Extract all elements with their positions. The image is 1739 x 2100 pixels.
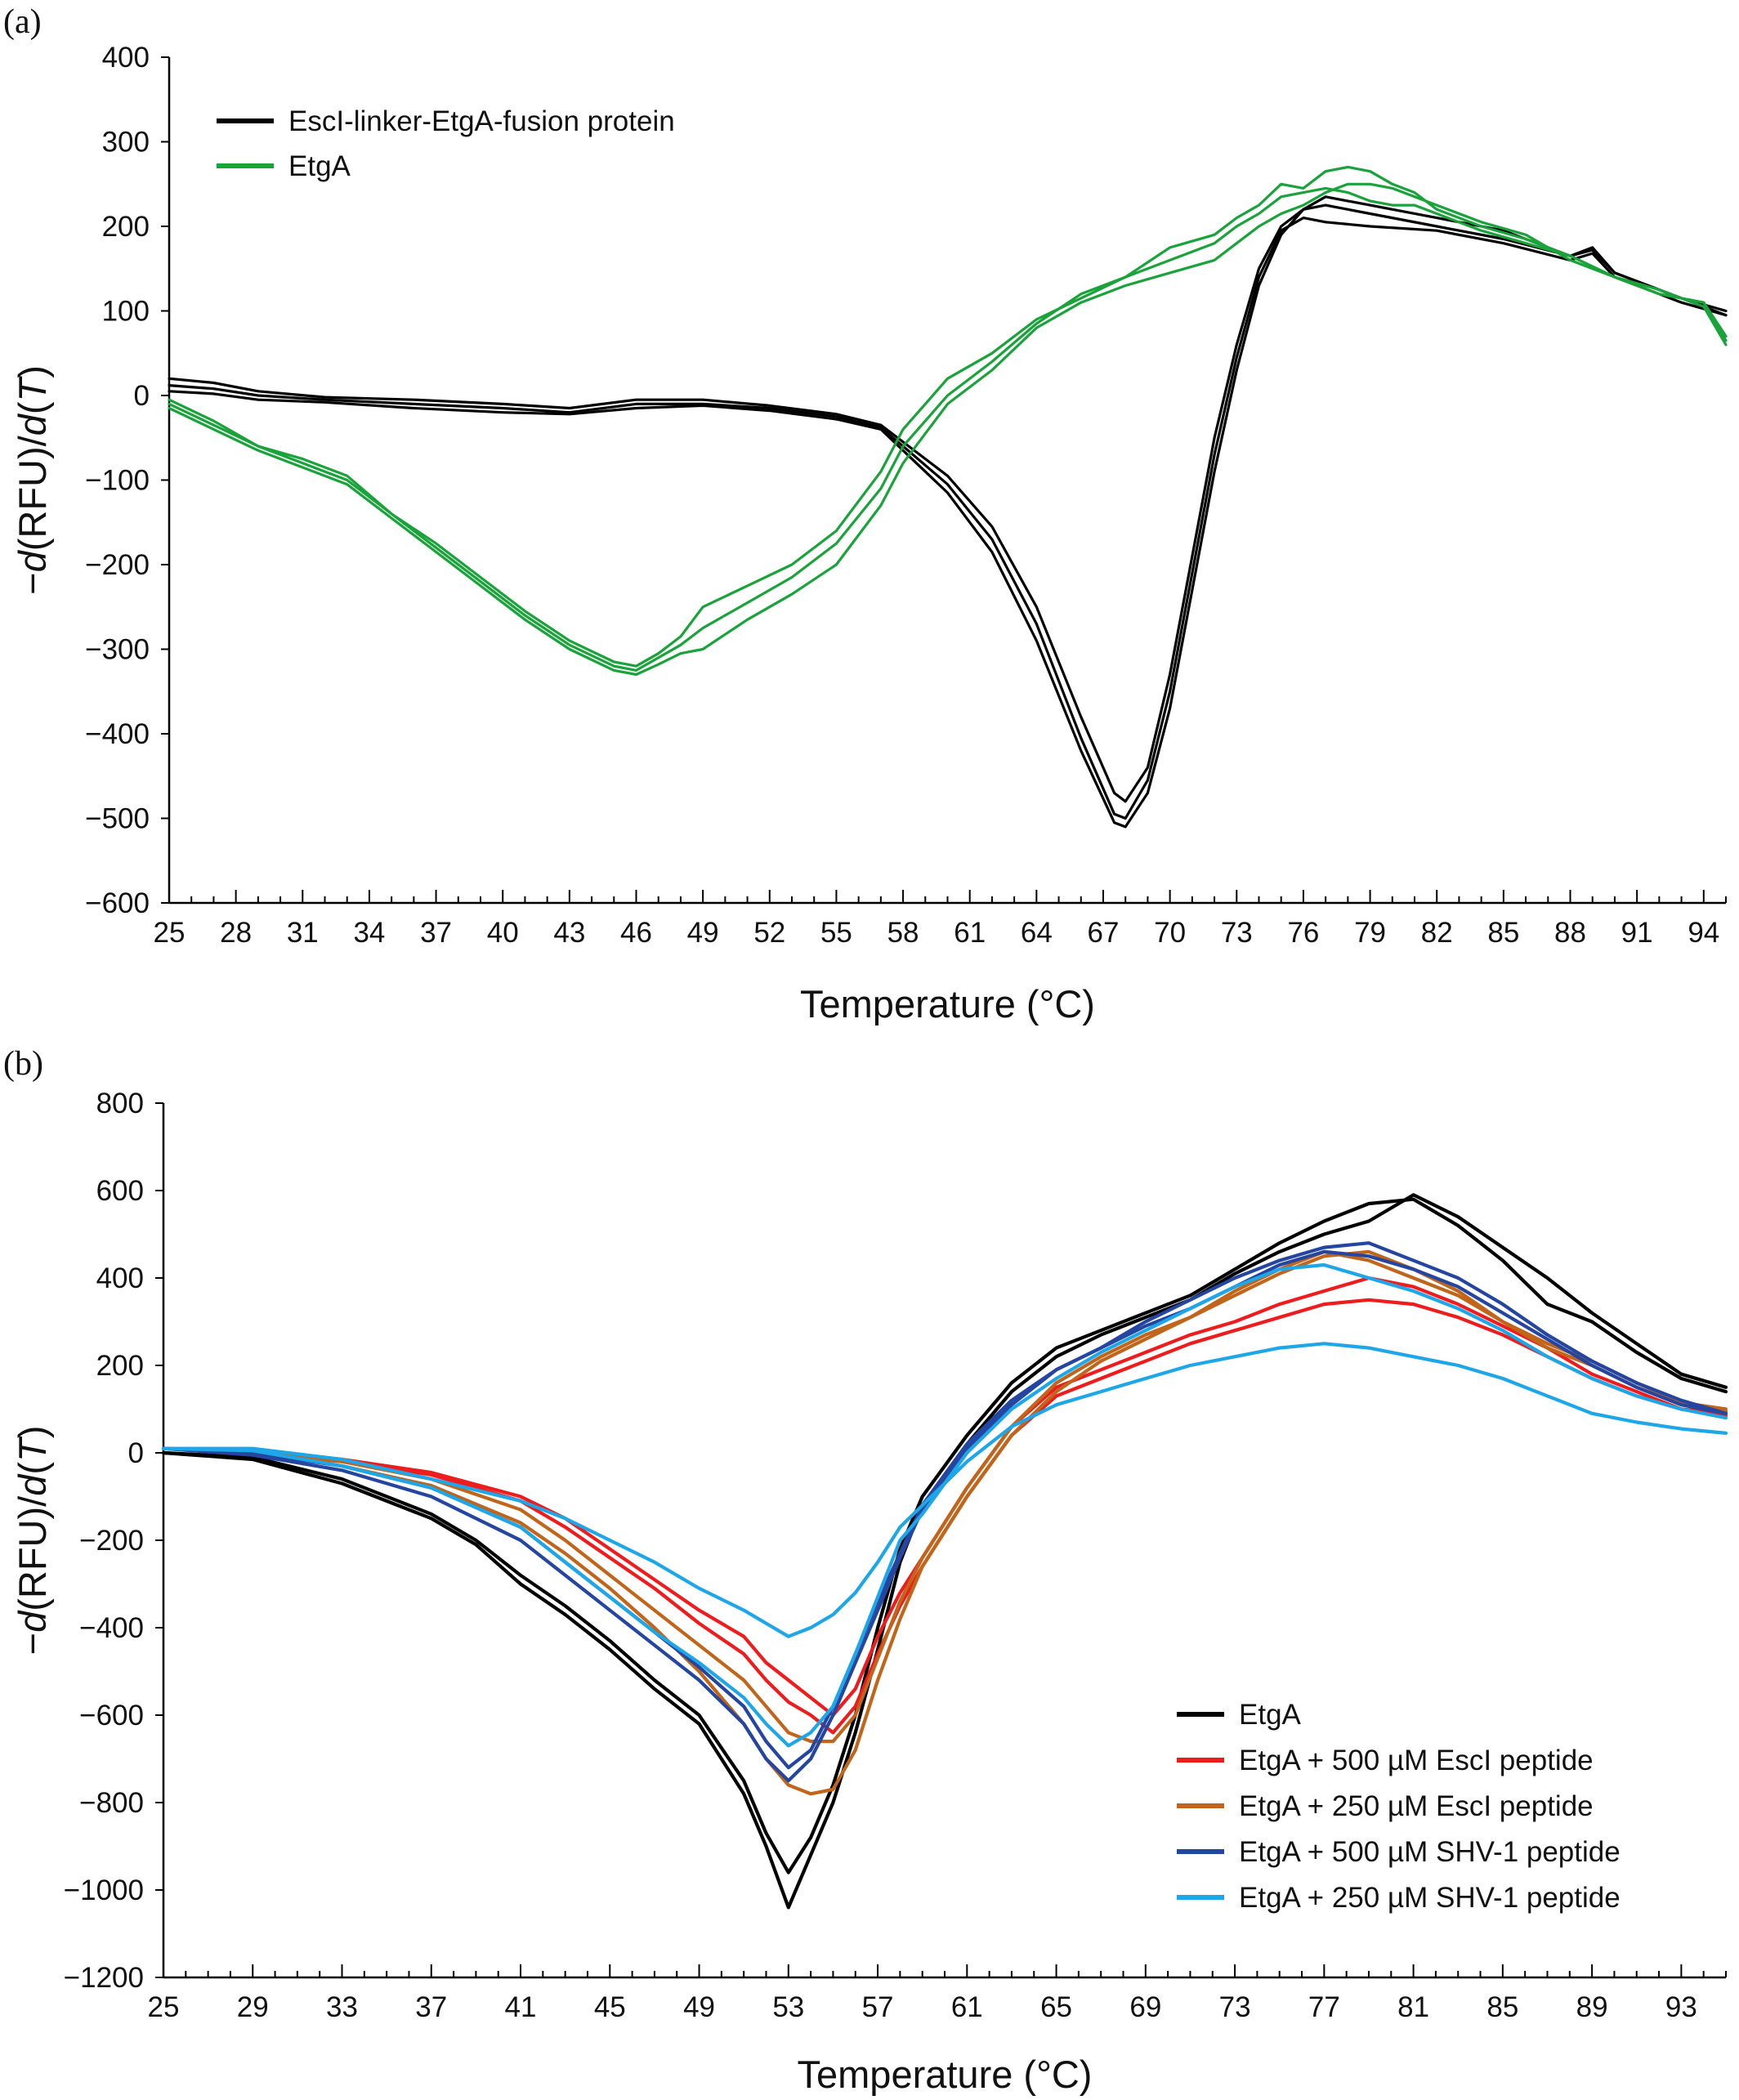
- x-tick-label: 79: [1354, 917, 1386, 949]
- legend-label: EtgA + 500 µM EscI peptide: [1239, 1745, 1594, 1776]
- x-tick-label: 37: [420, 917, 452, 949]
- y-tick-label: 600: [96, 1175, 144, 1207]
- y-tick-label: 100: [102, 296, 150, 328]
- x-tick-label: 40: [487, 917, 519, 949]
- y-tick-label: 0: [128, 1437, 144, 1469]
- x-tick-label: 81: [1397, 1991, 1429, 2023]
- x-tick-label: 85: [1486, 1991, 1518, 2023]
- x-tick-label: 43: [553, 917, 585, 949]
- series-line-6: [168, 182, 1728, 677]
- x-tick-label: 94: [1688, 917, 1719, 949]
- x-tick-label: 77: [1308, 1991, 1340, 2023]
- x-tick-label: 41: [505, 1991, 537, 2023]
- x-tick-label: 33: [326, 1991, 358, 2023]
- series-line-1: [168, 203, 1728, 803]
- x-tick-label: 88: [1554, 917, 1586, 949]
- x-tick-label: 61: [954, 917, 986, 949]
- y-tick-label: −300: [85, 634, 150, 666]
- x-tick-label: 49: [683, 1991, 715, 2023]
- x-tick-label: 57: [862, 1991, 894, 2023]
- x-axis-title: Temperature (°C): [800, 982, 1095, 1025]
- x-tick-label: 25: [154, 917, 186, 949]
- x-tick-label: 93: [1665, 1991, 1697, 2023]
- x-tick-label: 70: [1154, 917, 1186, 949]
- x-axis-title: Temperature (°C): [798, 2053, 1093, 2096]
- y-tick-label: 400: [96, 1262, 144, 1294]
- x-tick-label: 64: [1021, 917, 1053, 949]
- y-tick-label: −1000: [64, 1874, 144, 1906]
- x-tick-label: 76: [1287, 917, 1319, 949]
- x-tick-label: 85: [1487, 917, 1519, 949]
- x-tick-label: 73: [1219, 1991, 1251, 2023]
- series-line-3: [161, 1276, 1728, 1718]
- y-tick-label: −1200: [64, 1962, 144, 1994]
- series-line-6: [161, 1249, 1728, 1796]
- y-tick-label: 200: [102, 211, 150, 243]
- y-tick-label: 800: [96, 1088, 144, 1119]
- panel-label: (a): [3, 3, 42, 41]
- x-tick-label: 91: [1621, 917, 1653, 949]
- y-tick-label: −100: [85, 465, 150, 497]
- x-tick-label: 73: [1221, 917, 1253, 949]
- series-line-3: [168, 195, 1728, 829]
- chart-panel-a: (a) 25 28 31 34 37 40 43 46 49 52 55 58 61 64 67 70 73 76 7…: [3, 3, 1728, 1025]
- x-tick-label: 37: [415, 1991, 447, 2023]
- series-line-4: [168, 165, 1728, 668]
- x-tick-label: 46: [620, 917, 652, 949]
- y-tick-label: −600: [85, 887, 150, 919]
- legend-label: EtgA + 500 µM SHV-1 peptide: [1239, 1836, 1621, 1868]
- x-tick-label: 55: [820, 917, 852, 949]
- x-tick-label: 58: [887, 917, 919, 949]
- y-tick-label: −400: [79, 1612, 144, 1644]
- legend-label: EscI-linker-EtgA-fusion protein: [288, 105, 675, 137]
- y-tick-label: −800: [79, 1787, 144, 1819]
- y-tick-label: 400: [102, 42, 150, 74]
- series-line-1: [161, 1197, 1728, 1874]
- y-axis-title: −d(RFU)/d(T): [11, 1426, 54, 1655]
- x-tick-label: 82: [1421, 917, 1453, 949]
- series-line-2: [168, 217, 1728, 820]
- x-tick-label: 49: [687, 917, 719, 949]
- x-tick-label: 61: [951, 1991, 983, 2023]
- x-tick-label: 67: [1088, 917, 1120, 949]
- legend-label: EtgA: [288, 150, 351, 182]
- legend: EtgA EtgA + 500 µM EscI peptide EtgA + 250…: [1177, 1699, 1621, 1914]
- x-tick-label: 45: [594, 1991, 626, 2023]
- legend-label: EtgA + 250 µM SHV-1 peptide: [1239, 1882, 1621, 1914]
- x-tick-label: 28: [220, 917, 252, 949]
- x-tick-label: 25: [148, 1991, 180, 2023]
- x-tick-label: 69: [1129, 1991, 1161, 2023]
- y-tick-label: −500: [85, 803, 150, 835]
- series-line-5: [161, 1249, 1728, 1744]
- y-tick-label: −200: [79, 1525, 144, 1557]
- x-tick-label: 65: [1040, 1991, 1072, 2023]
- y-axis-title: −d(RFU)/d(T): [11, 365, 54, 595]
- y-tick-label: 200: [96, 1350, 144, 1382]
- y-tick-label: −600: [79, 1700, 144, 1731]
- y-tick-label: 300: [102, 127, 150, 159]
- x-tick-label: 29: [237, 1991, 269, 2023]
- series-line-10: [161, 1262, 1728, 1748]
- legend-label: EtgA: [1239, 1699, 1302, 1731]
- y-tick-label: −200: [85, 549, 150, 581]
- x-tick-label: 53: [772, 1991, 804, 2023]
- x-tick-label: 52: [753, 917, 785, 949]
- legend-label: EtgA + 250 µM EscI peptide: [1239, 1790, 1594, 1822]
- series-line-9: [161, 1342, 1728, 1638]
- x-tick-label: 34: [353, 917, 385, 949]
- y-tick-label: 0: [134, 380, 150, 412]
- series-line-5: [168, 186, 1728, 672]
- y-tick-label: −400: [85, 718, 150, 750]
- x-tick-label: 31: [287, 917, 319, 949]
- chart-panel-b: (b) 25 29 33 37 41 45 49 53 57 61 65 69 73 77 81 85 89 93 −…: [3, 1045, 1728, 2096]
- series-line-4: [161, 1298, 1728, 1735]
- panel-label: (b): [3, 1045, 43, 1083]
- series-line-8: [161, 1241, 1728, 1783]
- legend: EscI-linker-EtgA-fusion protein EtgA: [217, 105, 675, 182]
- x-tick-label: 89: [1576, 1991, 1608, 2023]
